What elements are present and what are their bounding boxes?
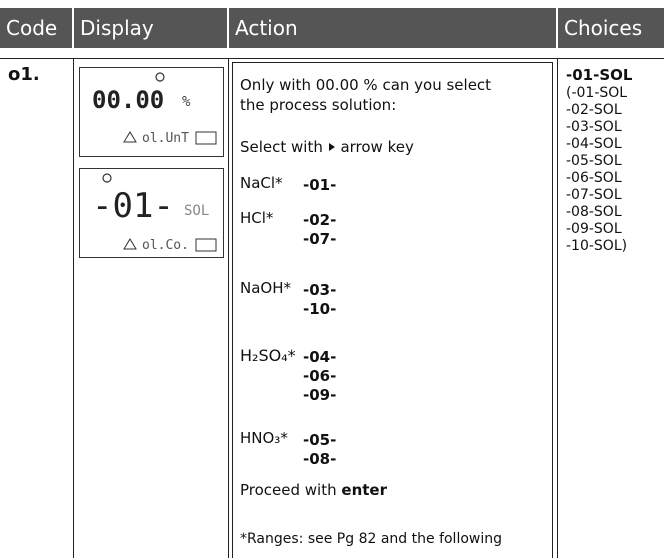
- lcd-display: 00.00 % ol.UnT: [79, 67, 224, 157]
- choice-option: -09-SOL: [566, 221, 622, 237]
- lcd-unit: SOL: [184, 203, 209, 219]
- lcd-icon: [155, 72, 165, 82]
- lcd-main: 00.00: [92, 86, 164, 114]
- lcd-icon: [102, 173, 112, 183]
- choice-option: -08-SOL: [566, 204, 622, 220]
- key: enter: [341, 481, 387, 499]
- solution-code: -08-: [303, 450, 337, 468]
- header-cell: Code: [0, 8, 72, 48]
- choice-option: -06-SOL: [566, 170, 622, 186]
- solution-name: HNO₃*: [240, 429, 288, 447]
- solution-name: NaCl*: [240, 174, 283, 192]
- action-text: Select with arrow key: [240, 138, 414, 156]
- solution-code: -04-: [303, 348, 337, 366]
- header-choices: Choices: [564, 16, 643, 40]
- lcd-icon: [195, 238, 217, 252]
- solution-name: NaOH*: [240, 279, 291, 297]
- header-code: Code: [6, 16, 58, 40]
- text: arrow key: [340, 138, 414, 156]
- action-text: the process solution:: [240, 96, 397, 114]
- solution-code: -05-: [303, 431, 337, 449]
- column-border: [557, 58, 558, 558]
- solution-name: HCl*: [240, 209, 274, 227]
- solution-code: -02-: [303, 211, 337, 229]
- text: Select with: [240, 138, 323, 156]
- solution-code: -07-: [303, 230, 337, 248]
- choice-option: (-01-SOL: [566, 85, 628, 101]
- lcd-graphic: -01- SOL ol.Co.: [92, 173, 217, 253]
- action-text: Proceed with enter: [240, 481, 387, 499]
- solution-name: H₂SO₄*: [240, 346, 296, 365]
- header-display: Display: [80, 16, 154, 40]
- column-border: [73, 58, 74, 558]
- choice-option: -10-SOL): [566, 238, 628, 254]
- lcd-sub: ol.UnT: [142, 131, 189, 146]
- lcd-icon: [195, 131, 217, 145]
- solution-code: -10-: [303, 300, 337, 318]
- choice-default: -01-SOL: [566, 66, 633, 84]
- action-text: Only with 00.00 % can you select: [240, 76, 492, 94]
- column-border: [228, 58, 229, 558]
- lcd-warning: [123, 238, 137, 250]
- action-cell: [232, 62, 553, 558]
- lcd-display: -01- SOL ol.Co.: [79, 168, 224, 258]
- choice-option: -03-SOL: [566, 119, 622, 135]
- lcd-warning: [123, 131, 137, 143]
- choice-option: -04-SOL: [566, 136, 622, 152]
- lcd-main: -01-: [92, 186, 174, 226]
- code: o1.: [8, 64, 40, 85]
- text: Proceed with: [240, 481, 337, 499]
- solution-code: -06-: [303, 367, 337, 385]
- header-cell: Display: [74, 8, 227, 48]
- header-cell: Action: [229, 8, 556, 48]
- choice-option: -02-SOL: [566, 102, 622, 118]
- header-action: Action: [235, 16, 298, 40]
- choice-option: -07-SOL: [566, 187, 622, 203]
- lcd-unit: %: [182, 94, 191, 110]
- row-border: [0, 58, 664, 59]
- lcd-sub: ol.Co.: [142, 238, 189, 253]
- lcd-graphic: 00.00 % ol.UnT: [92, 72, 217, 146]
- arrow-icon: [328, 143, 335, 151]
- choice-option: -05-SOL: [566, 153, 622, 169]
- solution-code: -01-: [303, 176, 337, 194]
- solution-code: -03-: [303, 281, 337, 299]
- solution-code: -09-: [303, 386, 337, 404]
- footnote: *Ranges: see Pg 82 and the following: [240, 531, 503, 547]
- header-cell: Choices: [558, 8, 664, 48]
